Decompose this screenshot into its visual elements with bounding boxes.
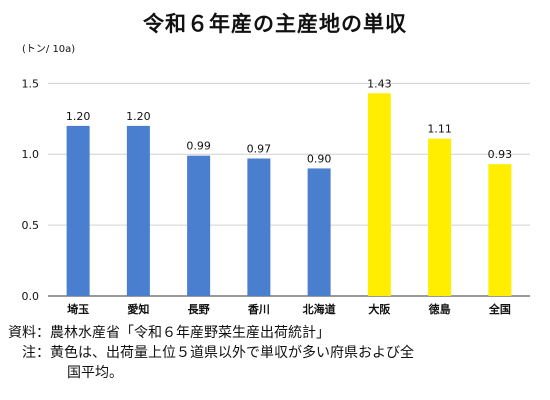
- bar: [126, 125, 150, 296]
- bar: [307, 168, 331, 296]
- x-tick-label: 愛知: [127, 302, 149, 316]
- footnote: 注：黄色は、出荷量上位５道県以外で単収が多い府県および全: [22, 343, 414, 363]
- footnote-line-2: 国平均。: [67, 365, 123, 381]
- data-label: 0.90: [307, 152, 332, 165]
- x-tick-label: 全国: [488, 302, 511, 316]
- y-tick-label: 0.0: [22, 290, 40, 303]
- y-tick-label: 1.5: [22, 77, 40, 90]
- footnote-label: 注：: [22, 345, 50, 361]
- y-tick-label: 0.5: [22, 219, 40, 232]
- source-text: 農林水産省「令和６年産野菜生産出荷統計」: [50, 325, 330, 341]
- y-tick-label: 1.0: [22, 148, 40, 161]
- x-tick-label: 香川: [247, 302, 270, 316]
- footnote-line-1: 黄色は、出荷量上位５道県以外で単収が多い府県および全: [50, 345, 414, 361]
- data-label: 1.20: [126, 110, 151, 123]
- bar-chart: 0.0 0.5 1.0 1.5 1.20 埼玉 1.20 愛知 0.99 長野 0.97 香川 0.90…: [22, 77, 530, 316]
- bar: [428, 138, 452, 296]
- x-tick-label: 北海道: [303, 302, 336, 316]
- bar: [187, 155, 211, 296]
- x-tick-label: 徳島: [428, 302, 451, 316]
- chart-title: 令和６年産の主産地の単収: [143, 12, 407, 36]
- data-label: 1.43: [367, 77, 392, 90]
- footnote-continuation: 国平均。: [67, 363, 123, 383]
- x-tick-label: 長野: [188, 303, 210, 316]
- source-label: 資料：: [8, 325, 50, 341]
- source-note: 資料：農林水産省「令和６年産野菜生産出荷統計」: [8, 323, 330, 343]
- bar: [488, 164, 512, 296]
- bar: [66, 125, 90, 296]
- data-label: 1.11: [427, 123, 452, 136]
- data-label: 0.97: [247, 142, 272, 155]
- data-label: 1.20: [66, 110, 91, 123]
- bar: [367, 93, 391, 296]
- data-label: 0.99: [186, 140, 211, 153]
- data-label: 0.93: [488, 148, 513, 161]
- y-axis-unit-label: (トン/ 10a): [22, 44, 76, 55]
- x-tick-label: 大阪: [368, 302, 391, 316]
- bar: [247, 158, 271, 296]
- x-tick-label: 埼玉: [67, 302, 89, 316]
